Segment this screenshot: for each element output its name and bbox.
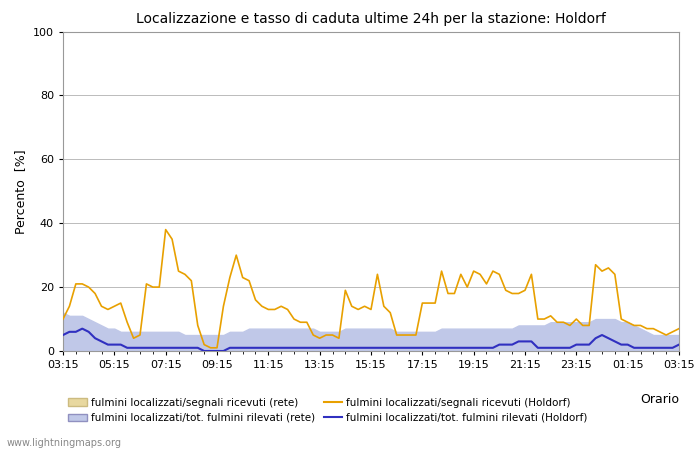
Legend: fulmini localizzati/segnali ricevuti (rete), fulmini localizzati/tot. fulmini ri: fulmini localizzati/segnali ricevuti (re… xyxy=(68,398,588,423)
Title: Localizzazione e tasso di caduta ultime 24h per la stazione: Holdorf: Localizzazione e tasso di caduta ultime … xyxy=(136,12,606,26)
Y-axis label: Percento  [%]: Percento [%] xyxy=(15,149,27,234)
Text: www.lightningmaps.org: www.lightningmaps.org xyxy=(7,438,122,448)
Text: Orario: Orario xyxy=(640,392,679,405)
